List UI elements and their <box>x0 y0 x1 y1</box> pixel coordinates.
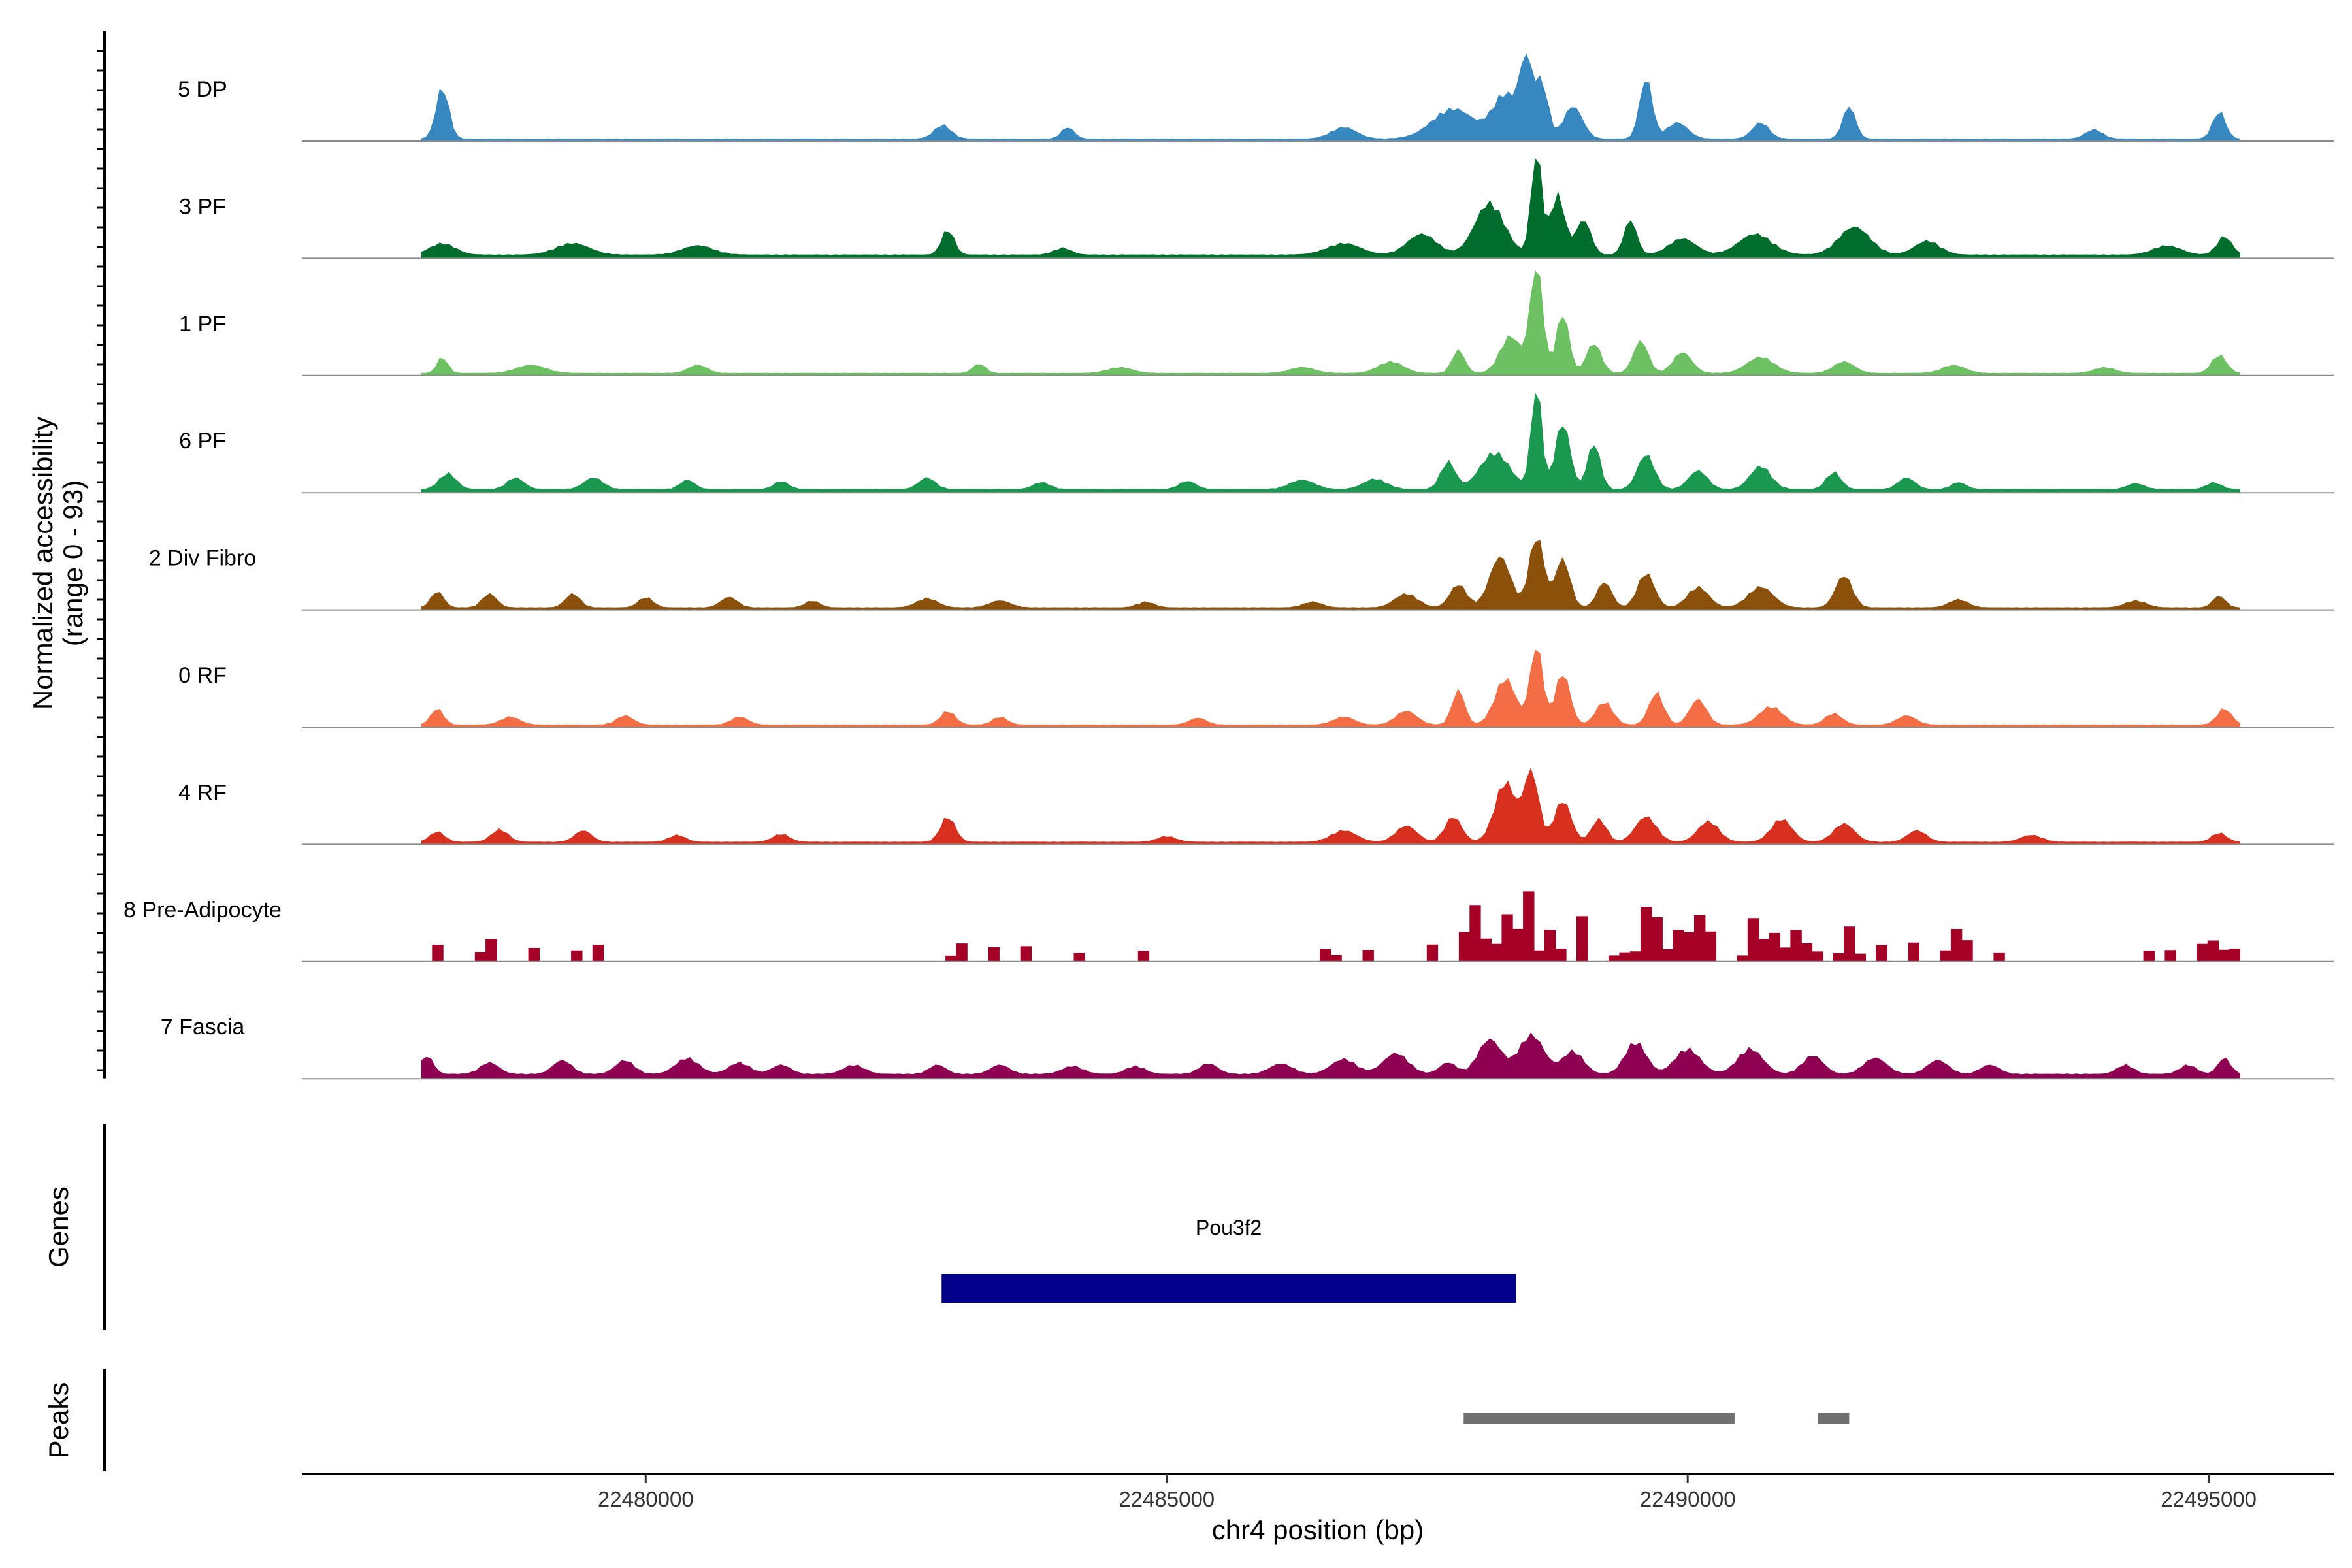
track-1: 5 DP <box>178 53 2334 142</box>
gene-annotations: Pou3f2 <box>941 1216 1516 1303</box>
peaks-panel-label: Peaks <box>43 1382 74 1459</box>
track-coverage-area <box>421 53 2240 142</box>
track-label: 1 PF <box>179 312 226 336</box>
track-label: 6 PF <box>179 429 226 453</box>
track-2: 3 PF <box>179 158 2334 259</box>
track-label: 3 PF <box>179 194 226 219</box>
track-8: 8 Pre-Adipocyte <box>123 891 2334 962</box>
track-7: 4 RF <box>178 767 2334 845</box>
track-coverage-area <box>421 540 2240 611</box>
track-coverage-area <box>421 1032 2240 1079</box>
track-9: 7 Fascia <box>161 1015 2334 1080</box>
track-coverage-area <box>421 158 2240 259</box>
y-axis-title-line1: Normalized accessibility <box>27 417 58 710</box>
gene-body <box>941 1274 1516 1303</box>
x-tick-label: 22485000 <box>1119 1487 1215 1511</box>
track-coverage-area <box>421 649 2240 728</box>
track-6: 0 RF <box>178 649 2334 728</box>
track-3: 1 PF <box>179 270 2334 376</box>
track-5: 2 Div Fibro <box>149 540 2334 611</box>
x-tick-label: 22480000 <box>598 1487 694 1511</box>
track-label: 0 RF <box>178 663 227 688</box>
track-label: 4 RF <box>178 780 227 805</box>
x-tick-label: 22490000 <box>1640 1487 1736 1511</box>
y-axis-title-line2: (range 0 - 93) <box>57 480 88 646</box>
peak-region <box>1818 1413 1850 1424</box>
track-coverage-area <box>421 767 2240 845</box>
coverage-tracks: 5 DP 3 PF 1 PF 6 PF 2 Div Fibro 0 RF 4 RF 8 Pre… <box>123 53 2334 1080</box>
track-coverage-area <box>421 891 2251 962</box>
peak-annotations <box>1463 1413 1850 1424</box>
gene-label: Pou3f2 <box>1196 1216 1262 1239</box>
track-4: 6 PF <box>179 392 2334 494</box>
track-coverage-area <box>421 392 2240 493</box>
peak-region <box>1463 1413 1735 1424</box>
track-coverage-area <box>421 270 2240 376</box>
track-label: 5 DP <box>178 77 227 102</box>
track-label: 7 Fascia <box>161 1015 245 1039</box>
x-axis: 22480000 22485000 22490000 22495000 <box>598 1474 2257 1511</box>
x-tick-label: 22495000 <box>2161 1487 2257 1511</box>
genes-panel-label: Genes <box>43 1186 74 1267</box>
x-axis-title: chr4 position (bp) <box>1212 1514 1424 1545</box>
track-label: 2 Div Fibro <box>149 546 256 571</box>
track-label: 8 Pre-Adipocyte <box>123 898 282 923</box>
track-y-axis <box>97 31 106 1079</box>
